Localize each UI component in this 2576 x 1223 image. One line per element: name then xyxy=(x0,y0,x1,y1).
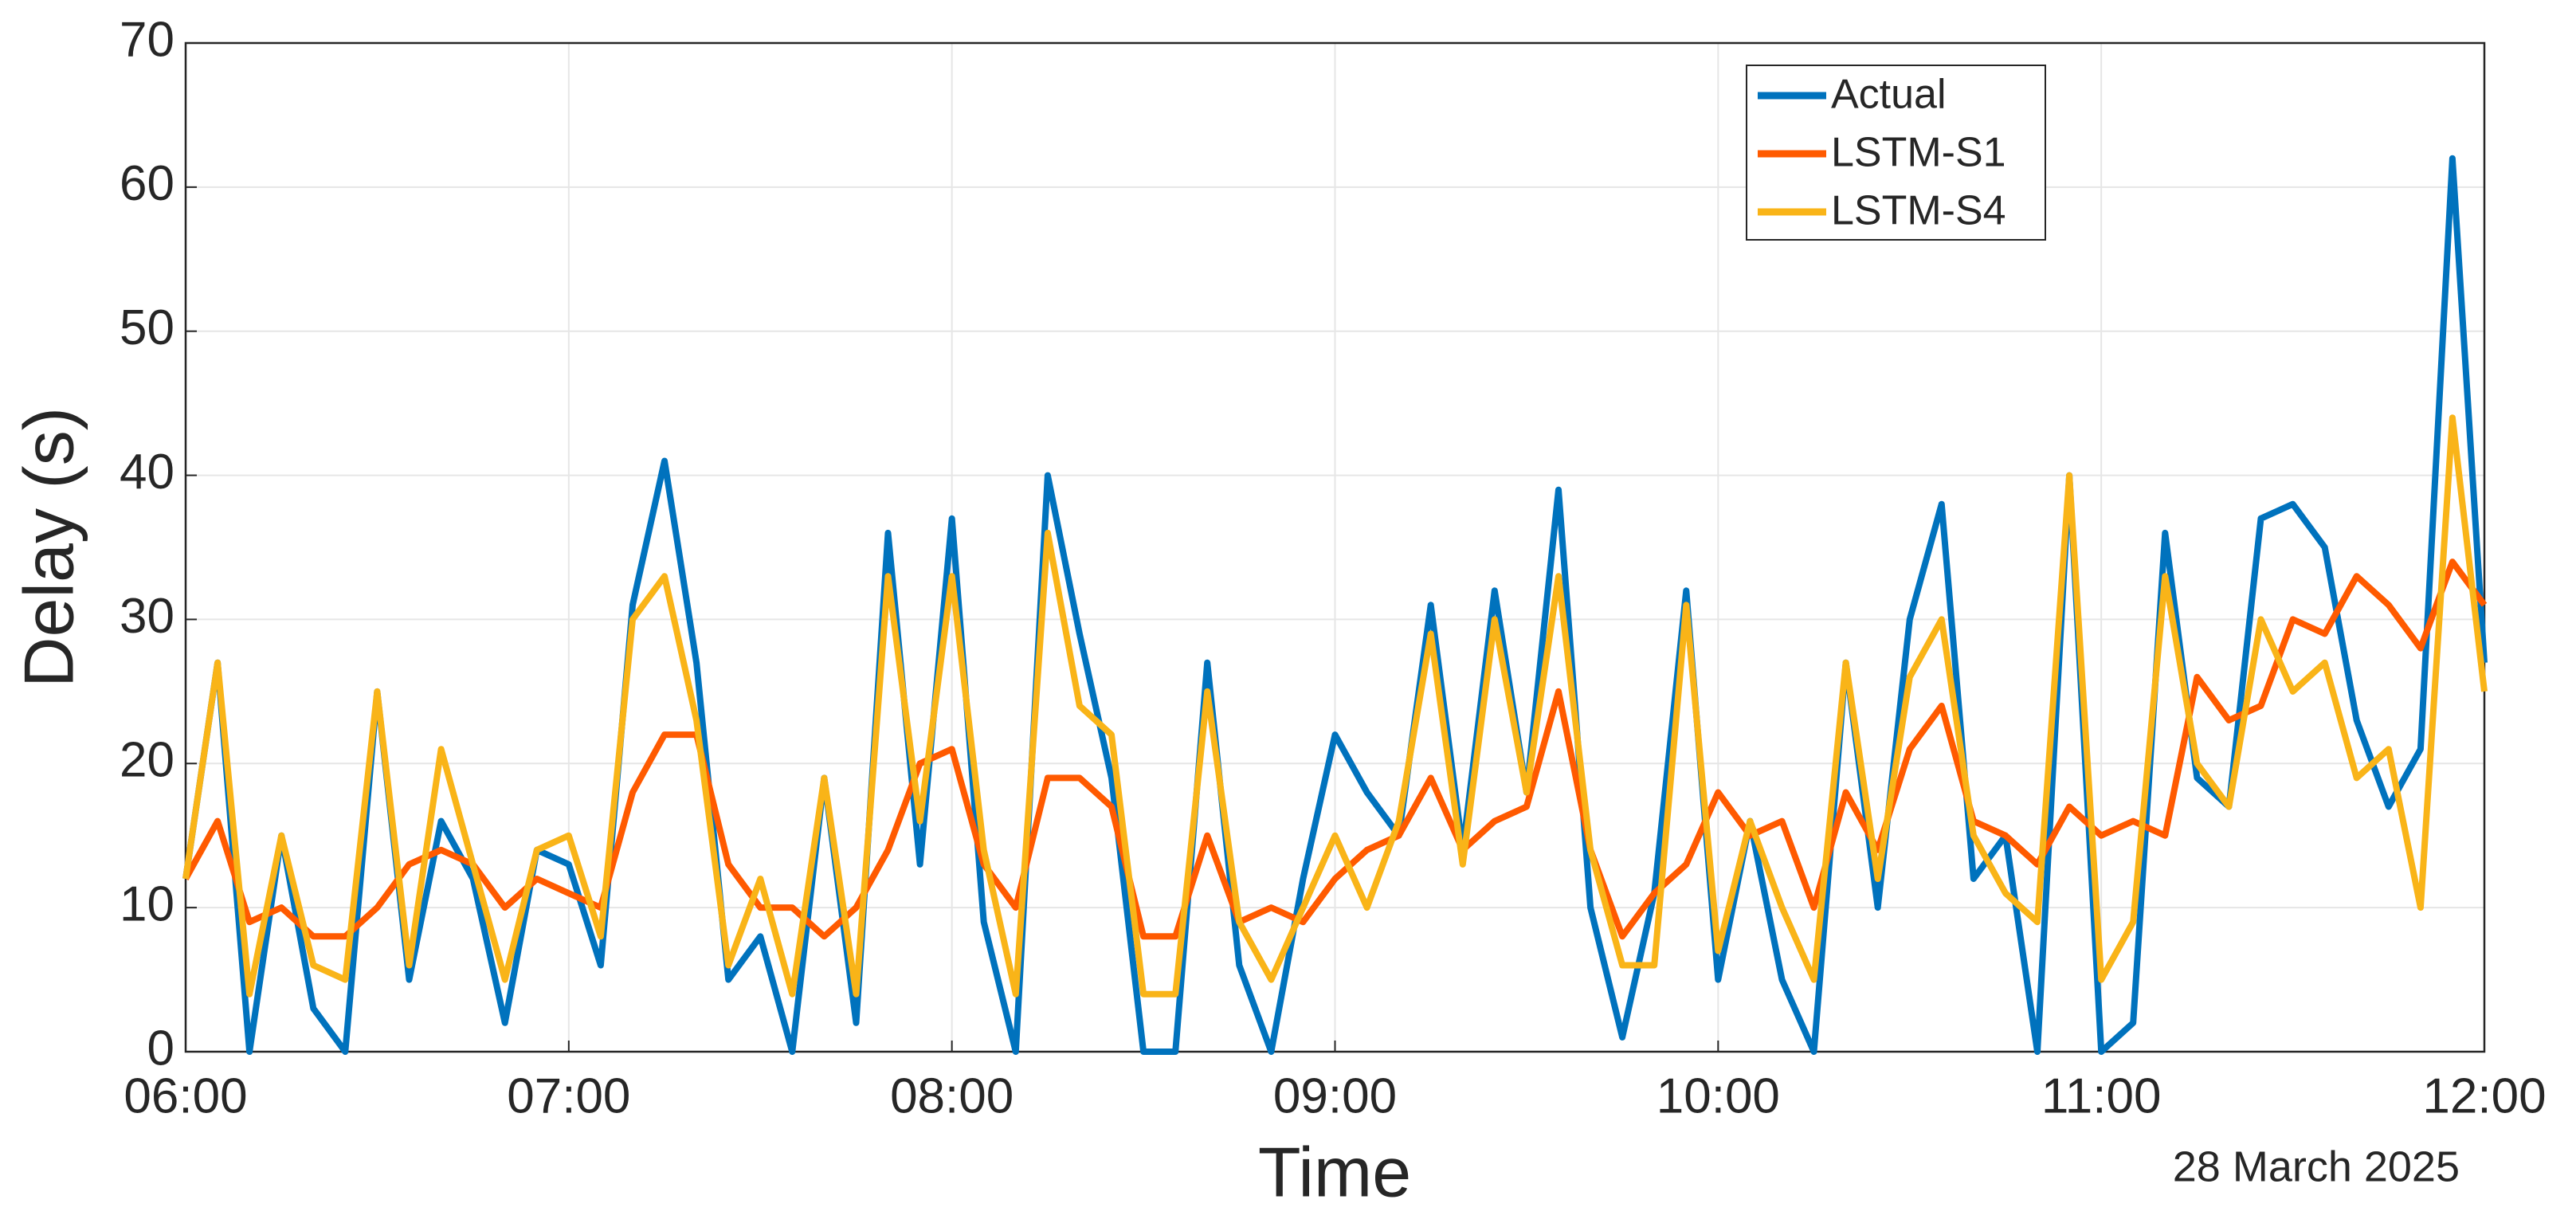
legend-label: LSTM-S1 xyxy=(1831,130,2006,176)
x-tick-label: 11:00 xyxy=(2041,1068,2162,1123)
legend-label: LSTM-S4 xyxy=(1831,188,2006,234)
y-tick-label: 20 xyxy=(120,733,174,788)
series-line xyxy=(182,155,2488,1055)
y-tick-label: 70 xyxy=(120,12,174,67)
x-axis-label: Time xyxy=(1258,1132,1411,1211)
y-axis-label: Delay (s) xyxy=(9,407,88,688)
legend-label: Actual xyxy=(1831,72,1947,118)
series-line xyxy=(182,414,2488,998)
x-tick-label: 07:00 xyxy=(507,1068,630,1123)
y-tick-label: 0 xyxy=(147,1021,174,1076)
x-tick-label: 09:00 xyxy=(1273,1068,1397,1123)
y-tick-label: 40 xyxy=(120,445,174,500)
x-tick-label: 10:00 xyxy=(1657,1068,1780,1123)
series-line xyxy=(182,559,2488,940)
y-tick-label: 50 xyxy=(120,300,174,355)
y-tick-label: 30 xyxy=(120,589,174,644)
y-tick-label: 10 xyxy=(120,877,174,932)
x-tick-label: 12:00 xyxy=(2422,1068,2546,1123)
date-annotation: 28 March 2025 xyxy=(2173,1143,2460,1190)
x-tick-label: 08:00 xyxy=(890,1068,1014,1123)
plot-frame xyxy=(184,41,2486,1053)
x-tick-label: 06:00 xyxy=(124,1068,247,1123)
y-tick-label: 60 xyxy=(120,156,174,211)
